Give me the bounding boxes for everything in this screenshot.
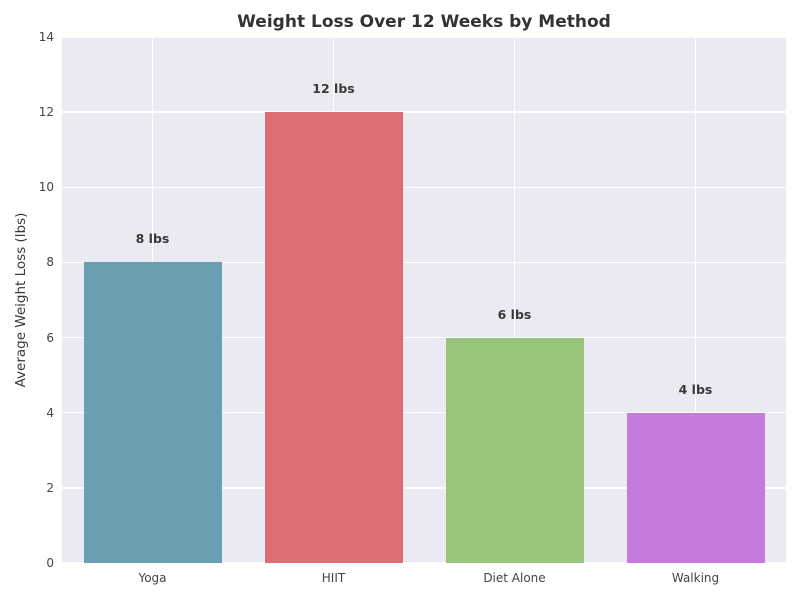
- bar-yoga: [84, 262, 222, 563]
- horizontal-gridline: [62, 186, 786, 189]
- y-axis-label: Average Weight Loss (lbs): [13, 212, 29, 388]
- y-tick-label: 6: [46, 330, 54, 345]
- y-tick-label: 0: [46, 556, 54, 570]
- vertical-gridline: [513, 37, 516, 563]
- horizontal-gridline: [62, 111, 786, 113]
- x-tick-label: Diet Alone: [483, 571, 546, 585]
- y-tick-label: 2: [46, 480, 54, 495]
- horizontal-gridline: [62, 336, 786, 339]
- bar-value-label: 12 lbs: [312, 81, 355, 97]
- y-tick-label: 12: [38, 105, 54, 120]
- x-tick-label: Walking: [671, 571, 720, 585]
- y-tick-label: 4: [46, 405, 54, 420]
- x-tick-label: HIIT: [321, 571, 346, 585]
- bar-diet-alone: [446, 337, 584, 563]
- y-tick-label: 8: [46, 255, 54, 270]
- bar-value-label: 4 lbs: [678, 381, 713, 397]
- vertical-gridline: [694, 37, 697, 563]
- bar-hiit: [265, 112, 403, 563]
- x-tick-label: Yoga: [138, 571, 167, 585]
- y-tick-label: 10: [38, 180, 54, 195]
- plot-area: 8 lbs 12 lbs 6 lbs 4 lbs: [62, 36, 786, 564]
- horizontal-gridline: [62, 36, 786, 38]
- horizontal-gridline: [62, 487, 786, 489]
- horizontal-gridline: [62, 562, 786, 564]
- bar-value-label: 6 lbs: [497, 306, 532, 322]
- bar-value-label: 8 lbs: [135, 231, 170, 247]
- y-tick-label: 14: [38, 30, 54, 44]
- chart-title: Weight Loss Over 12 Weeks by Method: [237, 12, 611, 32]
- bar-walking: [627, 412, 765, 563]
- horizontal-gridline: [62, 411, 786, 414]
- horizontal-gridline: [62, 261, 786, 264]
